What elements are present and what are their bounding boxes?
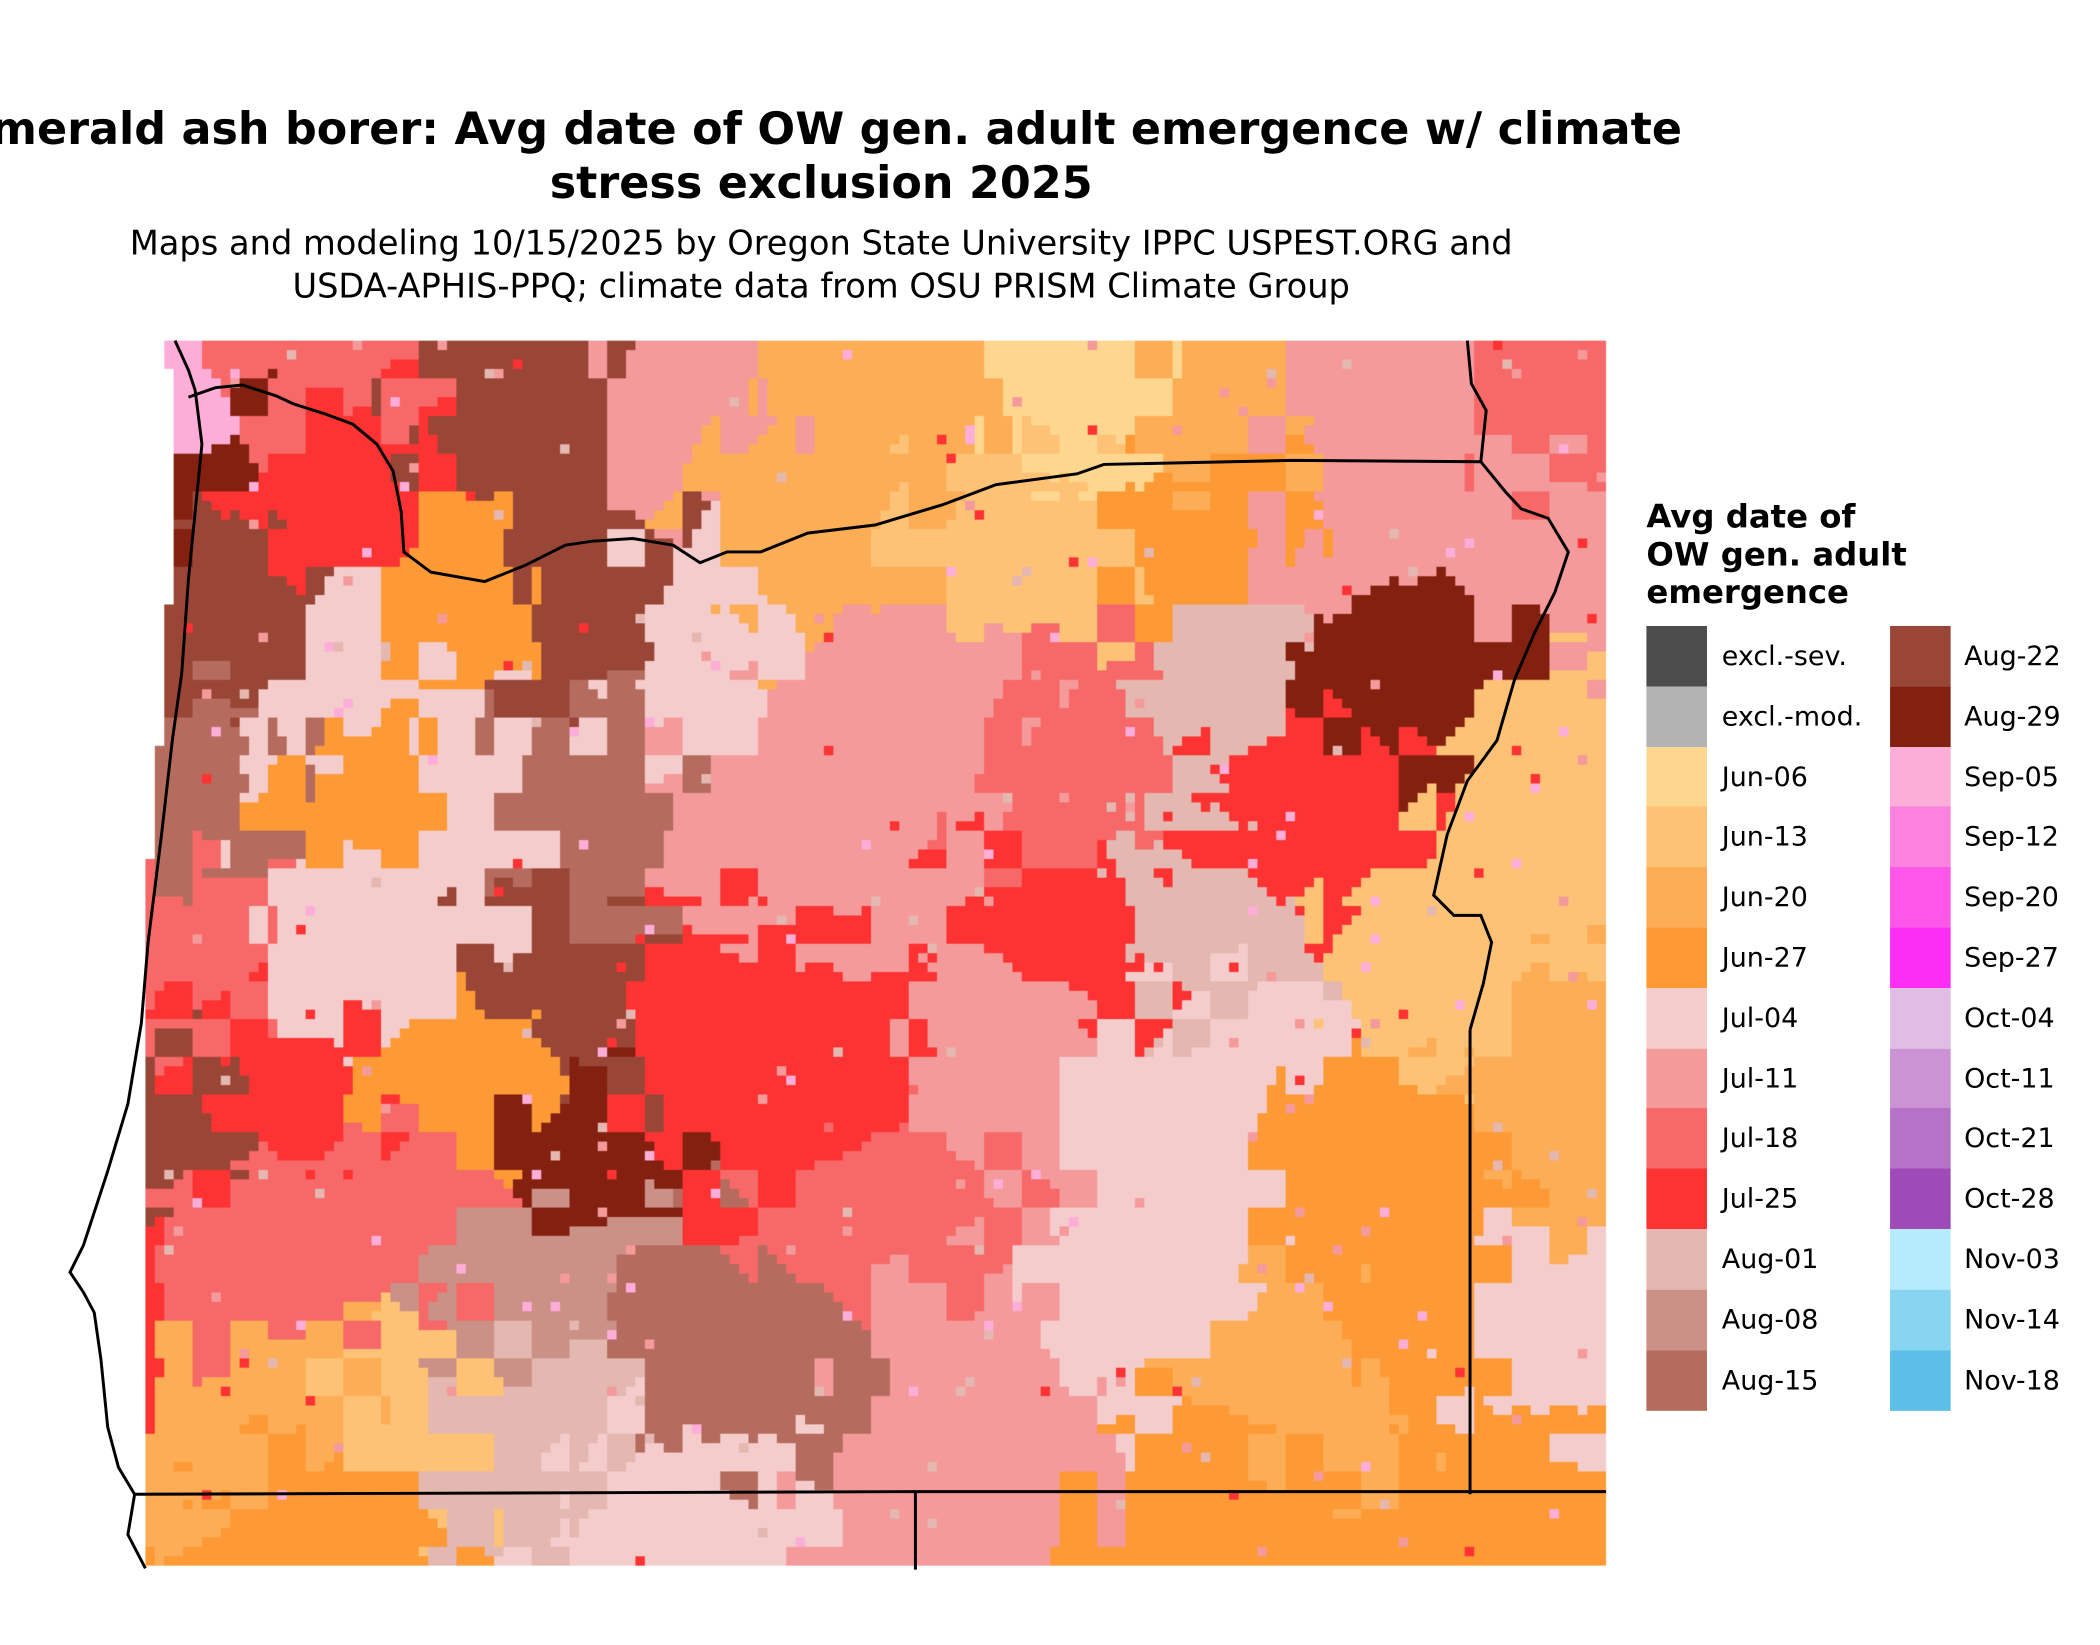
legend-swatch (1646, 1168, 1707, 1230)
legend-swatch (1890, 1229, 1951, 1290)
legend-swatch (1890, 1108, 1951, 1170)
boundary-lines (68, 339, 1607, 1570)
legend-label: Oct-04 (1964, 1001, 2055, 1034)
legend-swatch (1890, 686, 1951, 747)
washington-oregon-border (187, 383, 1570, 1031)
legend-label: Jul-04 (1721, 1001, 1799, 1034)
legend-label: excl.-mod. (1721, 699, 1863, 733)
legend-label: excl.-sev. (1721, 639, 1847, 672)
legend-label: Jun-27 (1721, 940, 1808, 974)
legend-swatch (1890, 1048, 1951, 1109)
legend-label: Nov-03 (1964, 1242, 2060, 1275)
legend-label: Oct-28 (1964, 1182, 2055, 1215)
legend-swatch (1646, 625, 1707, 687)
legend-swatch (1646, 1289, 1707, 1350)
legend-swatch (1646, 686, 1707, 747)
legend-swatch (1890, 927, 1951, 989)
legend-swatch (1646, 1349, 1707, 1411)
legend-label: Jul-18 (1721, 1121, 1799, 1155)
legend-label: Aug-01 (1721, 1242, 1819, 1275)
coastline (68, 339, 204, 1570)
legend-label: Oct-11 (1964, 1061, 2055, 1094)
legend-title-line: Avg date of (1646, 498, 1856, 536)
legend-swatch (1646, 927, 1707, 989)
legend-swatch (1890, 867, 1951, 928)
legend-swatch (1890, 987, 1951, 1049)
legend-label: Jun-20 (1721, 880, 1808, 913)
legend-label: Jul-11 (1721, 1061, 1799, 1094)
legend-swatch (1890, 625, 1951, 687)
legend-swatch (1646, 987, 1707, 1049)
legend-label: Oct-21 (1964, 1121, 2055, 1155)
legend-label: Aug-29 (1964, 699, 2061, 733)
legend-label: Nov-14 (1964, 1302, 2060, 1336)
legend-swatch (1646, 806, 1707, 868)
washington-idaho-border (1465, 340, 1488, 462)
legend-label: Nov-18 (1964, 1363, 2060, 1396)
legend-swatch (1890, 746, 1951, 808)
legend-title: Avg date of OW gen. adult emergence (1646, 498, 1906, 611)
legend-label: Sep-05 (1964, 760, 2059, 793)
legend-swatch (1890, 806, 1951, 868)
legend-swatch (1646, 1229, 1707, 1290)
legend-swatch (1646, 746, 1707, 808)
legend-label: Sep-12 (1964, 820, 2059, 853)
legend-swatch (1890, 1289, 1951, 1350)
emergence-raster-map (0, 0, 1616, 1645)
legend-label: Aug-15 (1721, 1363, 1819, 1396)
legend-title-line: emergence (1646, 573, 1849, 612)
legend-label: Sep-27 (1964, 940, 2059, 974)
legend-label: Aug-08 (1721, 1302, 1819, 1336)
legend-label: Jul-25 (1721, 1182, 1799, 1215)
legend-swatch (1646, 867, 1707, 928)
legend-swatch (1890, 1168, 1951, 1230)
legend-label: Aug-22 (1964, 639, 2061, 672)
legend-label: Sep-20 (1964, 880, 2059, 913)
legend-title-line: OW gen. adult (1646, 535, 1907, 574)
legend-label: Jun-13 (1721, 820, 1808, 853)
legend-swatch (1646, 1108, 1707, 1170)
legend-label: Jun-06 (1721, 760, 1808, 793)
legend-swatch (1890, 1349, 1951, 1411)
southern-border (134, 1490, 1607, 1496)
legend-swatch (1646, 1048, 1707, 1109)
